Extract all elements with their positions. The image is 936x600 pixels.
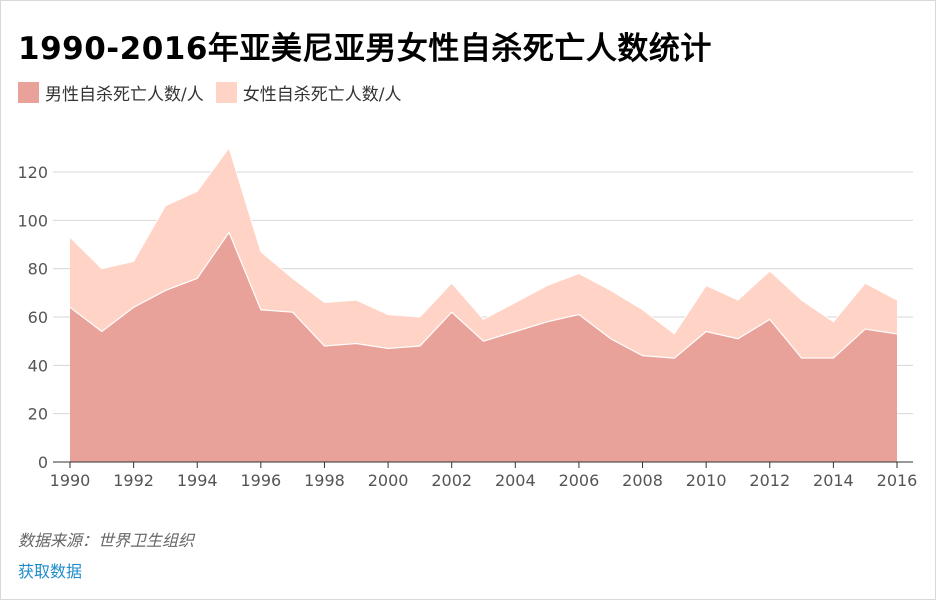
area-female [70, 147, 897, 359]
y-tick-label: 80 [28, 260, 48, 279]
x-tick-label: 1998 [304, 471, 345, 490]
legend-item-female[interactable]: 女性自杀死亡人数/人 [215, 80, 402, 105]
legend-label-male: 男性自杀死亡人数/人 [45, 84, 204, 105]
x-tick-label: 2000 [368, 471, 409, 490]
x-tick-label: 2012 [749, 471, 790, 490]
legend-swatch-male [18, 81, 39, 103]
x-tick-label: 2002 [431, 471, 472, 490]
legend-label-female: 女性自杀死亡人数/人 [242, 84, 402, 105]
x-tick-label: 1990 [50, 471, 91, 490]
legend: 男性自杀死亡人数/人 女性自杀死亡人数/人 [18, 80, 413, 105]
y-tick-label: 20 [28, 405, 48, 424]
get-data-link[interactable]: 获取数据 [18, 562, 83, 581]
y-tick-label: 120 [17, 163, 48, 182]
x-tick-label: 1992 [113, 471, 154, 490]
x-tick-label: 2016 [877, 471, 918, 490]
y-tick-label: 40 [28, 356, 48, 375]
y-tick-label: 0 [38, 453, 48, 472]
x-tick-label: 1996 [240, 471, 281, 490]
x-tick-label: 2004 [495, 471, 536, 490]
area-male [70, 232, 897, 462]
series-line-male [69, 231, 898, 359]
data-source-note: 数据来源：世界卫生组织 [18, 531, 195, 550]
y-tick-label: 100 [17, 211, 48, 230]
y-tick-label: 60 [28, 308, 48, 327]
x-tick-label: 1994 [177, 471, 218, 490]
x-tick-label: 2008 [622, 471, 663, 490]
chart-title: 1990-2016年亚美尼亚男女性自杀死亡人数统计 [18, 31, 712, 67]
legend-item-male[interactable]: 男性自杀死亡人数/人 [18, 80, 204, 105]
series-line-female [69, 146, 898, 335]
x-tick-label: 2010 [686, 471, 727, 490]
x-tick-label: 2014 [813, 471, 854, 490]
area-chart: 0 20 40 60 80 100 120 1990 1992 1994 1996 1998 2000 2… [17, 146, 918, 490]
x-tick-label: 2006 [559, 471, 600, 490]
legend-swatch-female [215, 81, 237, 103]
